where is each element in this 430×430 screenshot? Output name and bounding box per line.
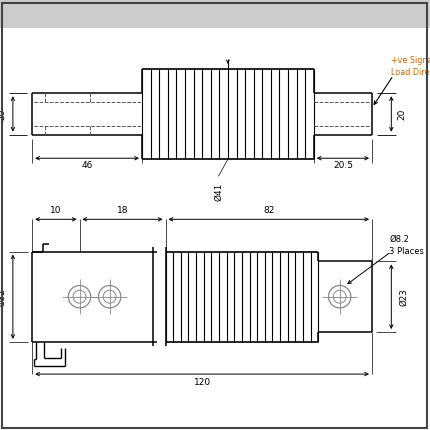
- Text: 10: 10: [50, 206, 61, 215]
- Text: 120: 120: [194, 378, 211, 387]
- Text: 18: 18: [117, 206, 128, 215]
- Text: 82: 82: [263, 206, 274, 215]
- Text: 20.5: 20.5: [333, 161, 353, 170]
- Text: 46: 46: [81, 161, 93, 170]
- Text: +ve Signal
Load Directio: +ve Signal Load Directio: [391, 56, 430, 77]
- Text: 20: 20: [0, 108, 6, 120]
- Text: Ø32: Ø32: [0, 288, 6, 306]
- Text: Ø8.2
3 Places: Ø8.2 3 Places: [389, 234, 424, 256]
- Text: Ø41: Ø41: [215, 183, 224, 201]
- Text: 20: 20: [398, 108, 407, 120]
- Text: Ø23: Ø23: [399, 288, 408, 306]
